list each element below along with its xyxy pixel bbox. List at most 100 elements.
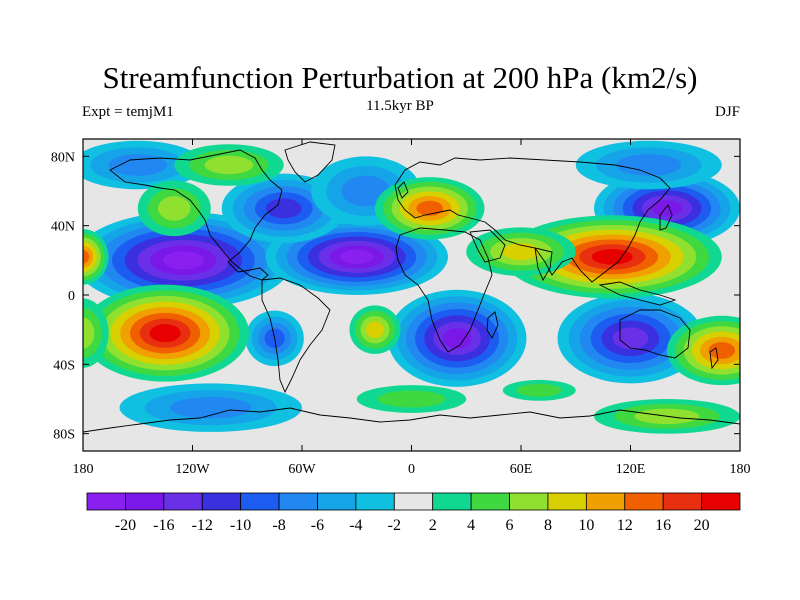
contour-band: [591, 249, 633, 265]
eurasia-coast: [394, 157, 671, 283]
x-tick-label: 120W: [175, 462, 210, 477]
field-feature: [83, 284, 250, 382]
field-feature: [387, 289, 527, 387]
colorbar-box: [393, 492, 434, 511]
field-feature: [575, 140, 722, 190]
field-feature: [349, 305, 401, 354]
field-feature: [174, 144, 284, 186]
colorbar-box: [470, 492, 510, 511]
plot-title: Streamfunction Perturbation at 200 hPa (…: [102, 60, 698, 95]
y-tick-label: 80S: [53, 428, 75, 443]
colorbar-label: -6: [311, 517, 324, 534]
new-zealand-coast: [709, 347, 719, 370]
map-axes: 180 120W 60W 0 60E 120E 180 80N 40N 0 40S 80S: [51, 139, 751, 477]
arabia-coast: [469, 229, 506, 263]
contour-band: [708, 342, 736, 359]
contour-band: [83, 250, 90, 264]
contour-band: [651, 200, 683, 217]
contour-band: [266, 198, 302, 219]
contour-band: [170, 396, 252, 419]
contour-band: [416, 200, 444, 216]
colorbar-label: 8: [544, 517, 552, 534]
contour-band: [366, 321, 384, 339]
field-feature: [83, 211, 293, 309]
colorbar-label: 6: [506, 517, 514, 534]
colorbar-box: [509, 492, 549, 511]
colorbar: -20 -16 -12 -10 -8 -6 -4 -2 2 4 6 8 10 12 16 20: [86, 492, 741, 534]
contour-band: [377, 390, 446, 408]
colorbar-box: [317, 492, 357, 511]
field-feature: [356, 385, 467, 413]
period-label: 11.5kyr BP: [366, 98, 434, 114]
x-tick-label: 60E: [510, 462, 533, 477]
colorbar-label: -10: [230, 517, 251, 534]
colorbar-box: [355, 492, 395, 511]
field-feature: [83, 229, 109, 285]
colorbar-box: [125, 492, 165, 511]
contour-band: [163, 251, 204, 270]
africa-coast: [395, 227, 493, 353]
colorbar-box: [278, 492, 318, 511]
colorbar-label: -12: [192, 517, 213, 534]
colorbar-label: 16: [655, 517, 671, 534]
y-tick-label: 40N: [51, 220, 75, 235]
australia-coast: [619, 309, 691, 359]
colorbar-label: 4: [467, 517, 475, 534]
colorbar-box: [585, 492, 626, 511]
season-label: DJF: [714, 104, 740, 120]
colorbar-label: -2: [388, 517, 401, 534]
colorbar-box: [432, 492, 472, 511]
contour-band: [339, 249, 374, 264]
colorbar-label: -8: [272, 517, 285, 534]
madagascar-coast: [486, 311, 499, 339]
y-tick-label: 40S: [53, 358, 75, 373]
field-feature: [83, 298, 109, 368]
india-coast: [534, 247, 553, 282]
contour-band: [612, 327, 649, 350]
experiment-label: Expt = temjM1: [82, 104, 174, 120]
field-feature: [502, 379, 576, 401]
colorbar-box: [624, 492, 664, 511]
field-feature: [137, 180, 211, 237]
contour-band: [442, 328, 472, 349]
colorbar-box: [240, 492, 280, 511]
x-tick-label: 60W: [288, 462, 316, 477]
field-feature: [667, 315, 740, 386]
colorbar-box: [662, 492, 702, 511]
colorbar-box: [701, 492, 741, 511]
colorbar-label: 2: [429, 517, 437, 534]
contour-band: [83, 317, 95, 349]
greenland-coast: [284, 141, 336, 183]
x-tick-label: 180: [73, 462, 94, 477]
colorbar-box: [86, 492, 126, 511]
field-feature: [375, 177, 485, 240]
y-tick-label: 80N: [51, 150, 75, 165]
contour-band: [616, 154, 682, 176]
colorbar-label: 20: [694, 517, 710, 534]
colorbar-label: 10: [578, 517, 594, 534]
contour-band: [149, 324, 181, 343]
north-america-coast: [109, 149, 283, 281]
x-tick-label: 120E: [616, 462, 646, 477]
contour-band: [516, 383, 562, 397]
x-tick-label: 0: [408, 462, 415, 477]
japan-coast: [659, 204, 673, 231]
y-tick-label: 0: [68, 289, 75, 304]
antarctica-coast: [83, 407, 740, 433]
contour-band: [204, 155, 254, 175]
x-tick-label: 180: [730, 462, 751, 477]
colorbar-label: -4: [349, 517, 362, 534]
indonesia-coast: [598, 281, 677, 306]
colorbar-box: [163, 492, 203, 511]
field-feature: [119, 383, 302, 432]
british-isles-coast: [397, 181, 409, 199]
coastlines: [83, 141, 740, 433]
colorbar-label: -16: [153, 517, 174, 534]
colorbar-box: [547, 492, 587, 511]
contour-band: [501, 243, 541, 261]
contour-band: [158, 196, 191, 221]
south-america-coast: [261, 277, 331, 394]
colorbar-label: -20: [115, 517, 136, 534]
colorbar-box: [201, 492, 242, 511]
